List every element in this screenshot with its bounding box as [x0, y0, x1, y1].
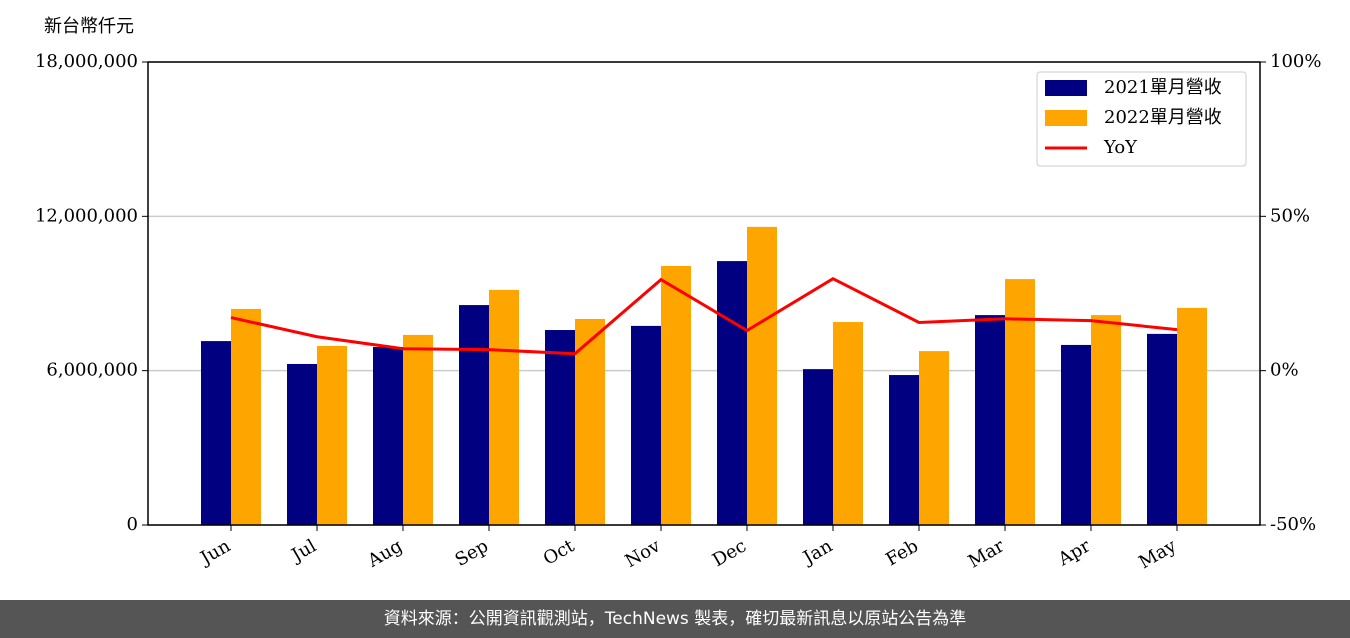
y2-tick-label: 100%	[1270, 51, 1321, 72]
bar	[661, 265, 691, 525]
bar	[975, 315, 1005, 525]
bar	[231, 308, 261, 525]
legend-label: 2022單月營收	[1104, 107, 1222, 128]
bar	[717, 261, 747, 525]
footer-bar	[0, 600, 1350, 638]
bar	[747, 226, 777, 525]
bar	[459, 305, 489, 525]
bar	[575, 318, 605, 525]
x-tick-label: Apr	[1054, 535, 1094, 570]
y-tick-label: 0	[127, 514, 138, 535]
y2-tick-label: 50%	[1270, 205, 1310, 226]
x-tick-label: Feb	[882, 535, 922, 570]
bar	[1177, 307, 1207, 525]
y-tick-label: 6,000,000	[46, 360, 138, 381]
plot-frame	[147, 61, 1261, 526]
x-tick-label: Mar	[965, 535, 1009, 572]
x-tick-label: May	[1135, 535, 1180, 573]
bar	[373, 347, 403, 525]
x-tick-label: Dec	[709, 535, 750, 571]
x-tick-label: Jul	[286, 535, 320, 567]
y-tick-label: 18,000,000	[35, 51, 138, 72]
legend: 2021單月營收 2022單月營收 YoY	[1036, 71, 1247, 167]
bar	[1061, 344, 1091, 525]
bar	[489, 289, 519, 525]
x-tick-label: Oct	[540, 535, 579, 570]
x-tick-label: Nov	[622, 535, 665, 572]
bar	[545, 330, 575, 525]
y-tick-label: 12,000,000	[35, 205, 138, 226]
bar	[1005, 279, 1035, 525]
line	[230, 276, 1178, 356]
bar	[287, 363, 317, 525]
y-axis-unit: 新台幣仟元	[44, 16, 134, 37]
bar	[403, 334, 433, 525]
y2-tick-label: -50%	[1270, 514, 1316, 535]
bar	[317, 345, 347, 525]
legend-label: YoY	[1103, 137, 1138, 158]
footer-text: 資料來源：公開資訊觀測站，TechNews 製表，確切最新訊息以原站公告為準	[384, 609, 966, 629]
bar	[1147, 333, 1177, 525]
bar	[919, 351, 949, 525]
x-tick-label: Jun	[195, 535, 234, 570]
x-tick-label: Jan	[798, 535, 836, 569]
legend-box	[1036, 71, 1247, 167]
x-tick-label: Aug	[363, 535, 406, 572]
bar	[889, 375, 919, 525]
bar	[201, 341, 231, 525]
legend-label: 2021單月營收	[1104, 77, 1222, 98]
legend-swatch	[1045, 110, 1087, 126]
x-tick-label: Sep	[452, 535, 492, 570]
bar	[1091, 315, 1121, 525]
bar	[803, 369, 833, 525]
bar	[833, 322, 863, 525]
bar	[631, 325, 661, 525]
y2-tick-label: 0%	[1270, 360, 1299, 381]
legend-swatch	[1045, 80, 1087, 96]
